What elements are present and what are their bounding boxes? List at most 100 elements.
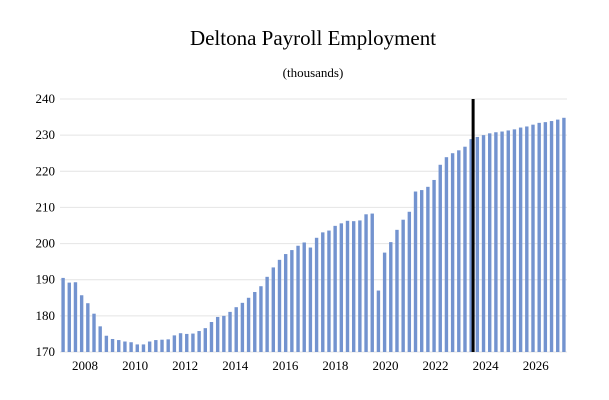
bar	[426, 186, 430, 352]
bar	[92, 313, 96, 352]
bar	[117, 340, 121, 352]
bar	[420, 190, 424, 352]
bar	[345, 220, 350, 352]
y-axis-ticks: 170 180 190 200 210 220 230 240	[36, 91, 56, 359]
bar	[457, 150, 461, 352]
bar	[562, 117, 566, 353]
bar	[444, 157, 449, 352]
bar	[500, 131, 504, 352]
x-tick-label: 2026	[523, 358, 550, 373]
bar	[277, 259, 282, 352]
bar	[395, 229, 399, 352]
x-tick-label: 2012	[172, 358, 198, 373]
bar	[265, 276, 269, 352]
bar	[253, 292, 257, 352]
bar	[556, 119, 560, 352]
bar	[413, 191, 418, 352]
bar	[314, 237, 319, 352]
bar	[321, 232, 325, 352]
bar	[438, 164, 442, 352]
bar	[351, 221, 356, 352]
bar	[228, 311, 232, 352]
bar	[166, 339, 170, 352]
bar	[104, 335, 109, 352]
bar	[283, 254, 288, 352]
x-tick-label: 2008	[72, 358, 98, 373]
bar	[154, 340, 158, 352]
y-tick-label: 190	[36, 272, 56, 287]
bar	[290, 250, 294, 352]
bar	[401, 219, 405, 352]
x-tick-label: 2016	[272, 358, 299, 373]
bar	[333, 225, 337, 352]
bar	[525, 126, 529, 353]
bar	[469, 139, 473, 352]
gridlines	[60, 98, 567, 353]
bar	[209, 322, 214, 352]
bar	[506, 130, 510, 352]
bar	[382, 252, 387, 352]
bar	[302, 242, 306, 352]
bar	[197, 331, 201, 352]
bar	[172, 335, 177, 352]
bar	[370, 213, 374, 352]
bar	[327, 230, 331, 352]
bar	[407, 211, 412, 352]
bar	[185, 333, 189, 352]
y-tick-label: 180	[36, 308, 56, 323]
bar	[61, 277, 65, 352]
x-tick-label: 2020	[372, 358, 398, 373]
bar	[512, 129, 517, 352]
bar	[234, 307, 238, 352]
bar	[141, 344, 146, 352]
y-tick-label: 210	[36, 199, 56, 214]
y-tick-label: 220	[36, 163, 56, 178]
bar	[73, 282, 78, 352]
bar	[549, 121, 554, 352]
bar	[203, 328, 207, 352]
bar	[358, 220, 362, 352]
bar	[123, 341, 127, 352]
bar	[135, 344, 139, 352]
bar	[67, 282, 71, 352]
bar	[518, 127, 523, 352]
bar	[246, 297, 251, 352]
bar	[178, 333, 183, 352]
bar	[222, 315, 226, 352]
bar	[271, 267, 276, 352]
x-tick-label: 2014	[222, 358, 249, 373]
bar	[463, 146, 467, 352]
bar	[389, 242, 393, 352]
bars	[61, 117, 566, 353]
bar	[531, 124, 535, 352]
x-tick-label: 2018	[322, 358, 348, 373]
bar	[147, 341, 152, 352]
chart-title: Deltona Payroll Employment	[190, 26, 436, 50]
bar	[296, 245, 300, 352]
bar	[376, 290, 381, 352]
bar	[215, 316, 220, 352]
bar	[86, 303, 90, 352]
bar	[475, 136, 480, 352]
y-tick-label: 230	[36, 127, 56, 142]
bar	[432, 179, 436, 352]
bar	[160, 339, 164, 352]
bar	[494, 132, 498, 352]
bar	[110, 338, 115, 352]
bar	[98, 326, 102, 352]
bar	[450, 153, 455, 352]
bar	[240, 302, 245, 352]
bar	[79, 295, 84, 352]
bar	[308, 247, 313, 352]
bar	[481, 135, 486, 352]
y-tick-label: 170	[36, 344, 56, 359]
bar	[364, 214, 368, 352]
bar	[129, 342, 133, 352]
bar	[537, 122, 541, 353]
y-tick-label: 200	[36, 236, 56, 251]
bar	[488, 133, 492, 352]
bar	[259, 286, 263, 352]
x-tick-label: 2022	[423, 358, 449, 373]
x-axis-ticks: 2008 2010 2012 2014 2016 2018 2020 2022 2024 2026	[72, 358, 549, 373]
